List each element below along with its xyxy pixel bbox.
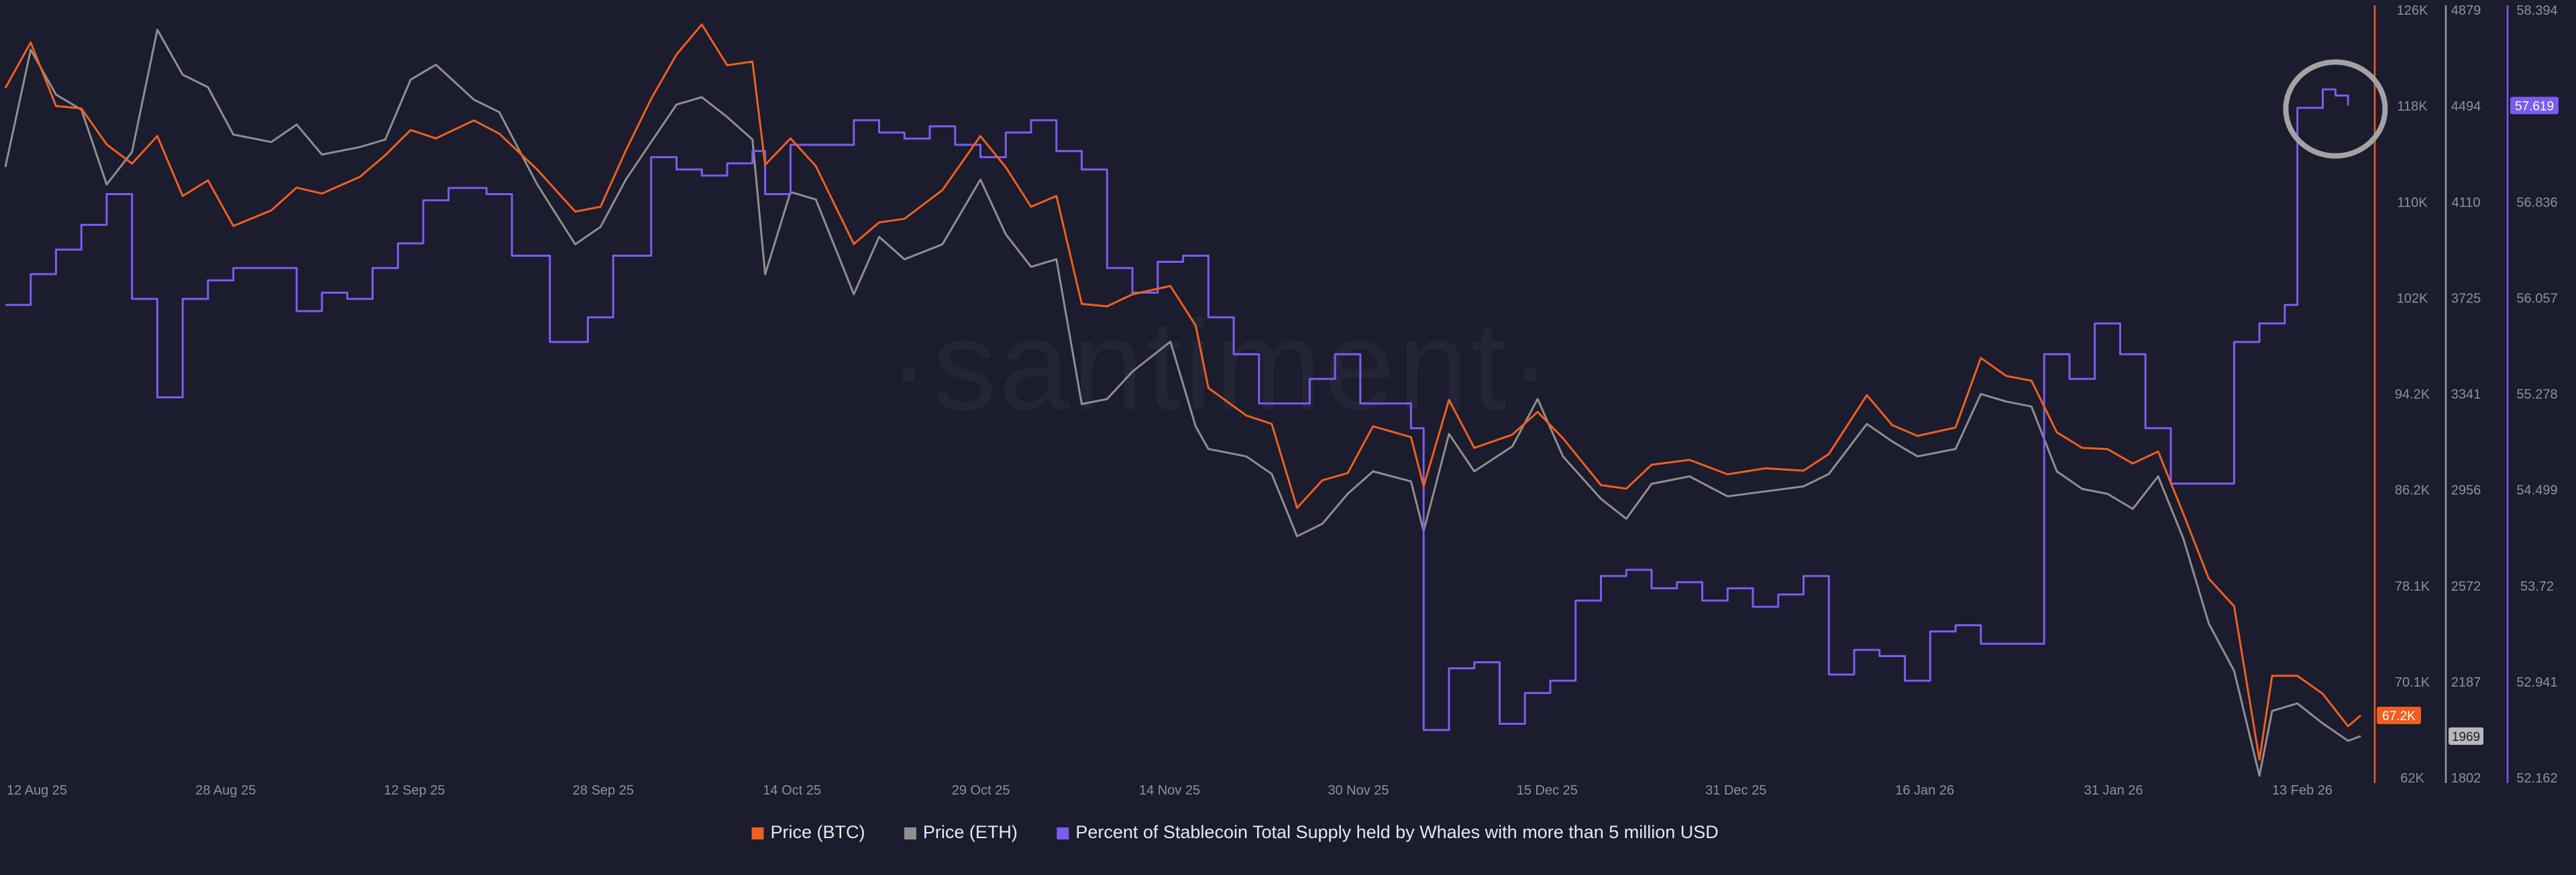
watermark: ·santiment· xyxy=(888,294,1554,436)
whales-tick-label: 52.941 xyxy=(2516,675,2557,690)
x-tick-label: 31 Jan 26 xyxy=(2084,783,2143,798)
btc-tick-label: 78.1K xyxy=(2395,579,2430,594)
btc-tick-label: 118K xyxy=(2397,99,2428,114)
btc-tick-label: 126K xyxy=(2397,3,2428,18)
x-tick-label: 16 Jan 26 xyxy=(1895,783,1954,798)
eth-tick-label: 2572 xyxy=(2451,579,2481,594)
eth-tick-label: 4879 xyxy=(2451,3,2481,18)
legend-label: Price (BTC) xyxy=(771,822,865,842)
whales-tick-label: 52.162 xyxy=(2516,771,2557,786)
legend-swatch xyxy=(904,827,916,839)
btc-tick-label: 86.2K xyxy=(2395,483,2430,498)
x-tick-label: 31 Dec 25 xyxy=(1705,783,1766,798)
watermark-layer: ·santiment· xyxy=(888,294,1554,436)
x-tick-label: 30 Nov 25 xyxy=(1328,783,1389,798)
whales-tick-label: 58.394 xyxy=(2516,3,2557,18)
legend-swatch xyxy=(1057,827,1069,839)
x-tick-label: 13 Feb 26 xyxy=(2272,783,2332,798)
whales-tick-label: 55.278 xyxy=(2516,388,2557,402)
whales-tick-label: 56.836 xyxy=(2516,195,2557,210)
eth-tick-label: 1802 xyxy=(2451,771,2481,786)
whales-tick-label: 54.499 xyxy=(2516,483,2557,498)
btc-tick-label: 70.1K xyxy=(2395,675,2430,690)
legend: Price (BTC) Price (ETH) Percent of Stablec… xyxy=(752,822,1719,842)
eth-tick-label: 2187 xyxy=(2451,675,2481,690)
x-tick-label: 12 Aug 25 xyxy=(7,783,67,798)
annotation-layer xyxy=(2286,62,2385,156)
legend-label: Percent of Stablecoin Total Supply held … xyxy=(1075,822,1718,842)
eth-tick-label: 3725 xyxy=(2451,291,2481,306)
highlight-circle xyxy=(2286,62,2385,156)
eth-last-value-label: 1969 xyxy=(2452,730,2480,744)
whales-last-value-label: 57.619 xyxy=(2515,99,2554,113)
btc-tick-label: 62K xyxy=(2400,771,2424,786)
legend-swatch xyxy=(752,827,764,839)
eth-tick-label: 4494 xyxy=(2451,99,2481,114)
x-tick-label: 12 Sep 25 xyxy=(384,783,445,798)
btc-tick-label: 110K xyxy=(2397,195,2428,210)
btc-tick-label: 94.2K xyxy=(2395,388,2430,402)
x-tick-label: 28 Aug 25 xyxy=(195,783,256,798)
x-tick-label: 14 Nov 25 xyxy=(1139,783,1200,798)
btc-tick-label: 102K xyxy=(2397,291,2428,306)
x-tick-label: 15 Dec 25 xyxy=(1517,783,1578,798)
x-tick-label: 28 Sep 25 xyxy=(573,783,634,798)
x-tick-label: 14 Oct 25 xyxy=(763,783,821,798)
whales-tick-label: 53.72 xyxy=(2520,579,2554,594)
x-tick-label: 29 Oct 25 xyxy=(952,783,1010,798)
legend-label: Price (ETH) xyxy=(923,822,1018,842)
eth-tick-label: 3341 xyxy=(2451,388,2481,402)
btc-last-value-label: 67.2K xyxy=(2382,709,2416,723)
whales-tick-label: 56.057 xyxy=(2516,291,2557,306)
eth-tick-label: 2956 xyxy=(2451,483,2481,498)
eth-tick-label: 4110 xyxy=(2451,195,2480,210)
